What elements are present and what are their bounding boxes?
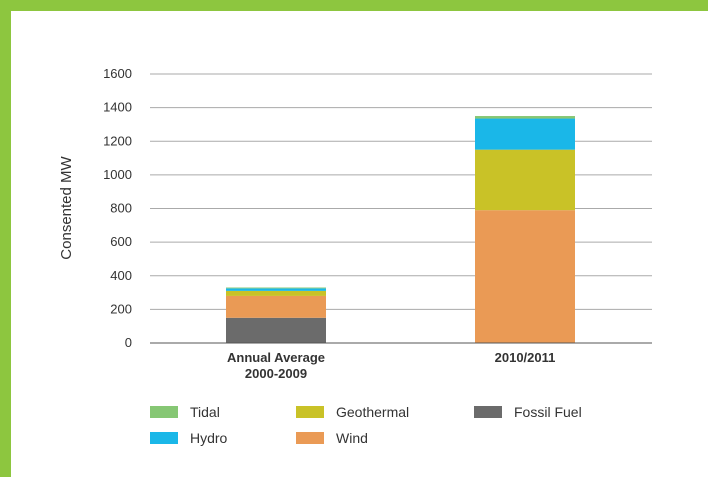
y-tick-labels: 0 200 400 600 800 1000 1200 1400 1600 <box>103 66 132 350</box>
y-tick-label: 400 <box>110 268 132 283</box>
bar-segment-tidal <box>475 116 575 119</box>
legend-swatch <box>296 432 324 444</box>
bar-segment-fossil-fuel <box>226 317 326 343</box>
frame-left-border <box>0 0 11 477</box>
bar-segment-hydro <box>475 118 575 150</box>
legend-swatch <box>296 406 324 418</box>
bar-segment-geothermal <box>226 290 326 296</box>
y-axis-label: Consented MW <box>58 155 75 259</box>
bar-segment-wind <box>475 210 575 343</box>
bars <box>226 116 575 343</box>
legend-label: Hydro <box>190 430 228 446</box>
y-tick-label: 1000 <box>103 167 132 182</box>
frame-top-border <box>0 0 708 11</box>
legend-swatch <box>474 406 502 418</box>
x-category-label: 2010/2011 <box>495 350 556 365</box>
legend-label: Tidal <box>190 404 220 420</box>
x-category-label: Annual Average <box>227 350 325 365</box>
bar-segment-wind <box>226 295 326 318</box>
y-tick-label: 0 <box>125 335 132 350</box>
y-tick-label: 1600 <box>103 66 132 81</box>
y-tick-label: 200 <box>110 301 132 316</box>
legend-swatch <box>150 406 178 418</box>
legend: Tidal Geothermal Fossil Fuel Hydro Wind <box>150 404 582 446</box>
y-tick-label: 1200 <box>103 133 132 148</box>
y-tick-label: 1400 <box>103 100 132 115</box>
y-tick-label: 600 <box>110 234 132 249</box>
legend-label: Geothermal <box>336 404 409 420</box>
legend-label: Fossil Fuel <box>514 404 582 420</box>
legend-label: Wind <box>336 430 368 446</box>
y-tick-label: 800 <box>110 201 132 216</box>
bar-segment-hydro <box>226 288 326 291</box>
bar-segment-tidal <box>226 287 326 289</box>
gridlines <box>150 73 652 310</box>
bar-segment-geothermal <box>475 149 575 211</box>
x-category-label: 2000-2009 <box>245 366 307 381</box>
legend-swatch <box>150 432 178 444</box>
